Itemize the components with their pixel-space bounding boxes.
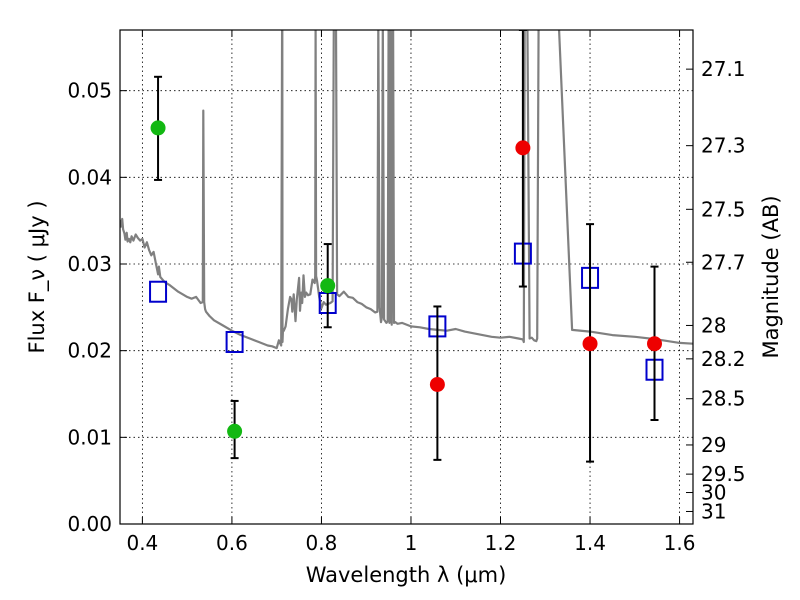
green-data-points: [150, 120, 336, 439]
y2-tick-label: 28: [701, 313, 726, 337]
green-point: [320, 278, 336, 294]
x-tick-label: 0.8: [306, 531, 338, 555]
model-photometry-box: [225, 331, 244, 353]
model-photometry-box: [149, 280, 168, 303]
green-point: [150, 120, 166, 136]
red-point: [647, 336, 663, 352]
green-point: [227, 423, 243, 439]
error-bars: [154, 30, 659, 463]
y2-tick-label: 29.5: [701, 462, 746, 486]
y2-tick-label: 28.5: [701, 387, 746, 411]
red-point: [429, 376, 445, 392]
red-data-points: [429, 140, 663, 392]
x-tick-label: 0.6: [216, 531, 248, 555]
model-spectrum-line: [120, 30, 693, 350]
x-tick-label: 1.6: [664, 531, 696, 555]
y-tick-label: 0.00: [67, 512, 112, 536]
y2-tick-label: 31: [701, 499, 726, 523]
x-tick-label: 1.2: [485, 531, 517, 555]
y-axis-ticks: 0.00 0.01 0.02 0.03 0.04 0.05: [67, 79, 127, 536]
x-axis-label: Wavelength λ (μm): [306, 563, 507, 587]
y-tick-label: 0.02: [67, 339, 112, 363]
y2-tick-label: 28.2: [701, 347, 746, 371]
y2-tick-label: 27.7: [701, 250, 746, 274]
red-point: [515, 140, 531, 156]
y2-tick-label: 27.1: [701, 57, 746, 81]
x-tick-label: 1.4: [574, 531, 606, 555]
x-tick-label: 1: [405, 531, 418, 555]
y-tick-label: 0.03: [67, 252, 112, 276]
red-point: [582, 336, 598, 352]
grid-lines: [120, 30, 693, 525]
y-tick-label: 0.04: [67, 165, 112, 189]
y-tick-label: 0.01: [67, 425, 112, 449]
y-axis-label: Flux F_ν ( μJy ): [25, 200, 50, 353]
y2-axis-label: Magnitude (AB): [759, 195, 783, 358]
plot-frame: [119, 29, 694, 525]
y2-tick-label: 27.3: [701, 134, 746, 158]
model-photometry-boxes: [149, 242, 664, 381]
y2-tick-label: 29: [701, 433, 726, 457]
y2-tick-label: 30: [701, 481, 726, 505]
y-tick-label: 0.05: [67, 79, 112, 103]
x-axis-ticks: 0.4 0.6 0.8 1 1.2 1.4 1.6: [126, 30, 695, 555]
y2-tick-label: 27.5: [701, 197, 746, 221]
x-tick-label: 0.4: [126, 531, 158, 555]
